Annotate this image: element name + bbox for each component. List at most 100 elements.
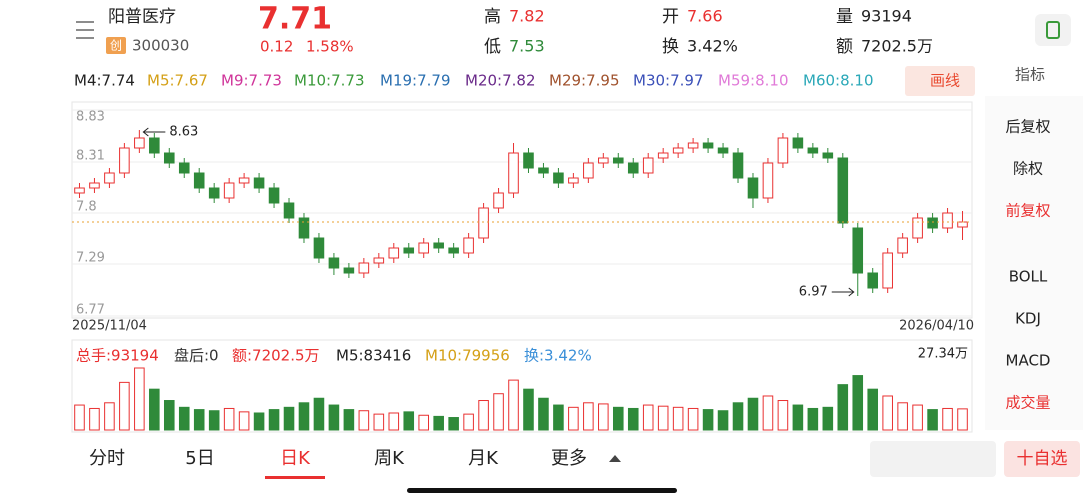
volume-tick-label: 27.34万: [918, 347, 968, 362]
volume-bar: [328, 404, 340, 431]
tab[interactable]: 周K: [374, 448, 405, 469]
volume-bar: [792, 404, 804, 431]
volume-bar: [807, 407, 819, 431]
candle-body: [792, 137, 804, 149]
candle-body: [403, 247, 415, 254]
candle-body: [852, 227, 864, 274]
stat-value: 7.66: [687, 7, 723, 26]
candle-body: [343, 267, 355, 274]
ma-value: M29:7.95: [549, 72, 619, 90]
candle-body: [523, 152, 534, 169]
volume-bar: [238, 411, 250, 431]
volume-bar: [702, 409, 714, 431]
volume-bar: [448, 417, 459, 431]
add-button-bg[interactable]: [1004, 441, 1080, 477]
candle-body: [807, 147, 819, 154]
volume-bar: [149, 388, 160, 431]
side-item[interactable]: KDJ: [1015, 310, 1041, 328]
menu-icon[interactable]: [76, 21, 94, 39]
volume-bar: [208, 410, 220, 431]
more-arrow: [609, 455, 621, 462]
candle-body: [927, 217, 938, 229]
volume-bar: [358, 410, 370, 431]
stat-value: 7.82: [509, 7, 545, 26]
volume-bar: [178, 406, 190, 431]
candle-body: [942, 212, 953, 229]
tab[interactable]: 分时: [89, 448, 125, 469]
add-button[interactable]: 十自选: [1017, 449, 1068, 469]
volume-chart: 总手:93194 盘后:0 额:7202.5万 M5:83416 M10:79956 换:…: [74, 347, 968, 431]
stat-value: 93194: [861, 7, 912, 26]
side-item[interactable]: BOLL: [1009, 268, 1048, 286]
volume-bar: [762, 395, 774, 431]
tab[interactable]: 更多: [551, 448, 587, 469]
candle-body: [433, 242, 444, 249]
volume-bar: [433, 415, 444, 431]
ma-value: M20:7.82: [465, 72, 535, 90]
volume-stat: 换:3.42%: [524, 347, 592, 365]
side-item[interactable]: 成交量: [1005, 394, 1050, 412]
candle-body: [747, 177, 759, 199]
volume-bar: [119, 381, 130, 431]
volume-bar: [867, 388, 879, 431]
volume-bar: [717, 410, 729, 431]
volume-bar: [388, 412, 400, 431]
tab[interactable]: 日K: [280, 448, 311, 469]
candle-body: [702, 142, 714, 149]
stat-label: 额: [836, 37, 853, 57]
candle-body: [268, 187, 280, 204]
candle-body: [373, 257, 385, 264]
side-item[interactable]: 前复权: [1005, 202, 1050, 220]
ma-value: M4:7.74: [74, 72, 135, 90]
draw-button[interactable]: 画线: [930, 72, 960, 90]
draw-button-bg[interactable]: [905, 66, 975, 96]
volume-bar: [193, 409, 205, 431]
candle-body: [208, 187, 220, 199]
volume-bar: [912, 404, 923, 431]
volume-bar: [942, 407, 953, 431]
side-item[interactable]: 除权: [1013, 160, 1043, 178]
candle-body: [912, 217, 923, 239]
volume-bar: [732, 402, 744, 431]
candle-body: [867, 272, 879, 289]
indicator-title[interactable]: 指标: [1015, 66, 1045, 84]
volume-bar: [343, 409, 355, 431]
stat-label: 开: [662, 7, 679, 27]
y-tick-label: 7.29: [76, 251, 105, 266]
export-button[interactable]: [1035, 14, 1071, 46]
x-tick-label: 2025/11/04: [72, 319, 147, 334]
volume-bar: [283, 406, 295, 431]
volume-stat: 总手:93194: [76, 347, 159, 365]
ma-value: M10:7.73: [294, 72, 364, 90]
y-tick-label: 6.77: [76, 303, 105, 318]
change: 0.12: [260, 38, 293, 56]
volume-bar: [897, 402, 908, 431]
candle-body: [717, 147, 729, 154]
candle-body: [193, 172, 205, 189]
side-item[interactable]: MACD: [1006, 352, 1051, 370]
stat-value: 7202.5万: [861, 37, 933, 56]
volume-bar: [223, 407, 235, 431]
x-tick-label: 2026/04/10: [899, 319, 974, 334]
volume-bar: [612, 406, 624, 431]
candle-body: [163, 152, 175, 164]
candle-body: [358, 262, 370, 274]
volume-bar: [568, 406, 579, 431]
volume-bar: [583, 402, 594, 431]
candle-body: [298, 217, 310, 239]
volume-stat: M10:79956: [425, 347, 510, 365]
candle-body: [777, 137, 789, 164]
volume-bar: [268, 409, 280, 431]
tab[interactable]: 5日: [185, 448, 214, 469]
candle-body: [134, 137, 145, 149]
volume-bar: [598, 403, 609, 431]
tab[interactable]: 月K: [468, 448, 499, 469]
side-item[interactable]: 后复权: [1005, 118, 1050, 136]
badge: 创: [110, 39, 122, 53]
candle-body: [568, 177, 579, 184]
ma-value: M59:8.10: [718, 72, 788, 90]
candle-body: [612, 157, 624, 164]
volume-stat: M5:83416: [336, 347, 411, 365]
candle-body: [672, 147, 684, 154]
candle-body: [388, 247, 400, 259]
